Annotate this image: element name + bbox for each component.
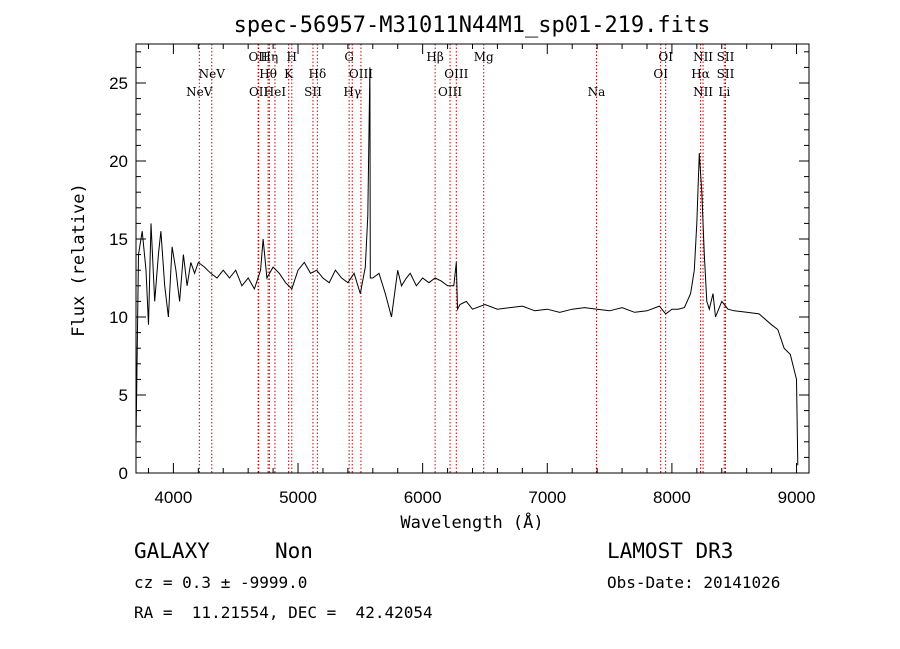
line-label-8: K: [284, 67, 294, 81]
y-tick-label-4: 20: [109, 152, 128, 171]
object-subclass: Non: [275, 539, 313, 563]
coordinates: RA = 11.21554, DEC = 42.42054: [134, 603, 433, 622]
line-label-26: Li: [718, 85, 730, 99]
x-axis-ticks: 4000 5000 6000 7000 8000 9000: [147, 44, 816, 507]
x-tick-label-3: 7000: [528, 488, 566, 507]
line-label-13: OIII: [349, 67, 373, 81]
x-axis-label: Wavelength (Å): [400, 511, 543, 533]
x-tick-label-0: 4000: [154, 488, 192, 507]
line-label-23: NII: [693, 85, 713, 99]
x-tick-label-1: 5000: [279, 488, 317, 507]
spectral-line-labels: NeVNeVOIIOIIHηHθHeIHKSIIHδGHγOIIIHβOIIIO…: [186, 50, 734, 99]
line-label-22: Hα: [691, 67, 710, 81]
line-label-14: Hβ: [426, 50, 443, 64]
line-label-5: Hθ: [259, 67, 277, 81]
line-label-19: OI: [658, 50, 673, 64]
redshift-cz: cz = 0.3 ± -9999.0: [134, 573, 308, 592]
line-label-20: OI: [653, 67, 668, 81]
observation-date: Obs-Date: 20141026: [607, 573, 781, 592]
plot-frame: [135, 43, 810, 474]
line-label-21: NII: [693, 50, 713, 64]
survey-name: LAMOST DR3: [607, 539, 734, 563]
line-label-17: Mg: [474, 50, 494, 64]
y-tick-label-3: 15: [109, 230, 128, 249]
line-label-4: Hη: [261, 50, 279, 64]
line-label-7: H: [287, 50, 297, 64]
y-tick-label-2: 10: [109, 308, 128, 327]
line-label-12: Hγ: [343, 85, 361, 99]
line-label-6: HeI: [264, 85, 287, 99]
line-label-11: G: [344, 50, 354, 64]
line-label-25: SII: [717, 67, 735, 81]
line-label-0: NeV: [186, 85, 213, 99]
spectral-line-markers: [198, 44, 726, 473]
x-tick-label-2: 6000: [404, 488, 442, 507]
x-tick-label-4: 8000: [653, 488, 691, 507]
line-label-16: OIII: [444, 67, 468, 81]
y-tick-label-5: 25: [109, 74, 128, 93]
line-label-18: Na: [588, 85, 606, 99]
x-tick-label-5: 9000: [778, 488, 816, 507]
y-axis-label: Flux (relative): [69, 183, 89, 337]
line-label-15: OIII: [438, 85, 462, 99]
line-label-1: NeV: [199, 67, 226, 81]
line-label-24: SII: [717, 50, 735, 64]
chart-title: spec-56957-M31011N44M1_sp01-219.fits: [234, 13, 711, 38]
object-class: GALAXY: [134, 539, 210, 563]
line-label-3: OII: [249, 85, 269, 99]
line-label-2: OII: [248, 50, 268, 64]
spectrum-line: [135, 67, 799, 466]
y-axis-ticks: 0 5 10 15 20 25: [109, 51, 809, 483]
line-label-10: Hδ: [308, 67, 326, 81]
y-tick-label-1: 5: [119, 386, 128, 405]
line-label-9: SII: [304, 85, 322, 99]
y-tick-label-0: 0: [119, 464, 128, 483]
